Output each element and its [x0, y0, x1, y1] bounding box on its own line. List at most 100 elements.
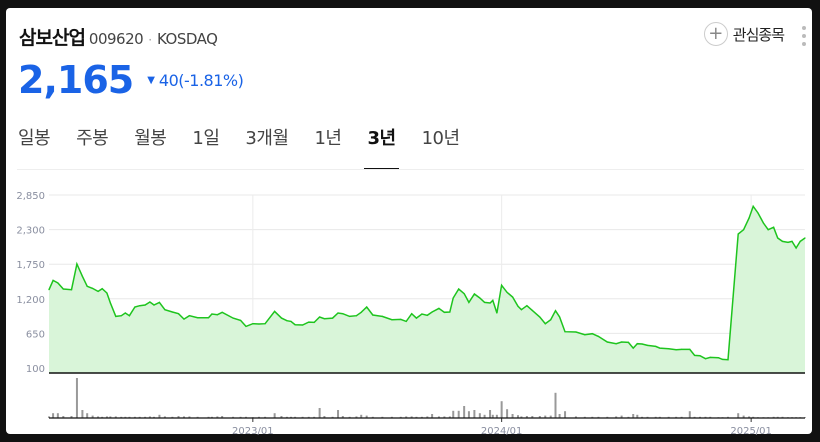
- x-tick-label: 2025/01: [730, 426, 772, 437]
- volume-bar: [457, 410, 460, 418]
- price-point: [777, 237, 779, 239]
- tab-1year[interactable]: 1년: [314, 128, 342, 149]
- volume-bar: [337, 410, 340, 418]
- y-tick-label: 2,300: [16, 226, 45, 237]
- price-point: [381, 315, 383, 317]
- price-point: [158, 301, 161, 303]
- price-point: [689, 348, 691, 350]
- volume-bar: [558, 414, 561, 418]
- tab-1day[interactable]: 1일: [192, 128, 220, 149]
- price-point: [468, 301, 470, 303]
- volume-bar: [467, 411, 470, 418]
- price-point: [655, 345, 657, 347]
- price-area: [49, 206, 805, 373]
- price-point: [636, 343, 638, 345]
- price-point: [757, 212, 759, 214]
- price-point: [787, 241, 789, 243]
- price-point: [245, 325, 247, 327]
- down-arrow-icon: ▼: [147, 74, 155, 86]
- price-point: [188, 315, 191, 317]
- volume-bar: [221, 416, 224, 418]
- price-point: [415, 317, 418, 319]
- price-point: [554, 310, 557, 312]
- volume-bar: [564, 411, 567, 418]
- price-point: [762, 222, 765, 224]
- volume-bar: [473, 410, 476, 418]
- price-point: [675, 349, 677, 351]
- add-watchlist-button[interactable]: + 관심종목: [703, 22, 785, 46]
- tab-10year[interactable]: 10년: [421, 128, 460, 149]
- price-point: [449, 311, 451, 313]
- price-point: [171, 311, 173, 313]
- volume-bar: [452, 410, 455, 418]
- price-point: [153, 304, 155, 306]
- price-point: [501, 284, 503, 286]
- price-point: [405, 320, 407, 322]
- price-point: [781, 240, 784, 242]
- price-point: [183, 318, 185, 320]
- price-point: [86, 285, 88, 287]
- volume-bar: [177, 416, 180, 418]
- price-point: [120, 315, 122, 317]
- price-point: [615, 343, 617, 345]
- volume-bar: [748, 416, 751, 418]
- price-point: [452, 297, 454, 299]
- volume-bar: [688, 411, 691, 418]
- price-point: [319, 316, 321, 318]
- price-point: [767, 229, 769, 231]
- price-point: [62, 288, 64, 290]
- volume-bar: [48, 416, 50, 418]
- volume-bar: [511, 414, 514, 418]
- price-point: [606, 341, 608, 343]
- tab-3month[interactable]: 3개월: [245, 128, 289, 149]
- price-point: [421, 313, 423, 315]
- price-point: [342, 313, 344, 315]
- price-point: [149, 301, 151, 303]
- price-point: [804, 237, 806, 239]
- price-point: [473, 293, 475, 295]
- volume-bar: [75, 378, 78, 418]
- volume-bar: [538, 416, 541, 418]
- volume-bar: [463, 406, 466, 418]
- volume-bar: [405, 416, 408, 418]
- price-point: [564, 331, 566, 333]
- volume-bar: [531, 416, 534, 418]
- price-point: [101, 288, 103, 290]
- volume-bar: [636, 414, 639, 418]
- y-tick-label: 2,850: [16, 191, 45, 202]
- price-point: [458, 288, 460, 290]
- price-change: 40(-1.81%): [158, 70, 244, 90]
- volume-bar: [500, 401, 503, 418]
- volume-bar: [280, 416, 283, 418]
- price-point: [337, 312, 339, 314]
- volume-bar: [188, 416, 191, 418]
- volume-bar: [525, 416, 528, 418]
- price-point: [721, 358, 724, 360]
- volume-bar: [517, 415, 520, 418]
- price-point: [286, 320, 288, 322]
- price-point: [355, 315, 358, 317]
- more-menu-icon[interactable]: [802, 26, 806, 46]
- volume-bar: [431, 414, 434, 418]
- price-point: [659, 347, 661, 349]
- price-point: [106, 292, 108, 294]
- price-point: [216, 314, 218, 316]
- price-point: [704, 358, 707, 360]
- price-point: [632, 347, 634, 349]
- price-point: [290, 320, 292, 322]
- price-point: [484, 301, 486, 303]
- price-point: [531, 309, 533, 311]
- price-point: [641, 343, 643, 345]
- price-point: [492, 299, 494, 301]
- volume-bar: [742, 415, 745, 418]
- price-point: [323, 318, 326, 320]
- price-point: [584, 334, 586, 336]
- tab-weekly[interactable]: 주봉: [76, 128, 109, 149]
- volume-bar: [216, 416, 219, 418]
- volume-bar: [615, 416, 618, 418]
- volume-bar: [737, 413, 740, 418]
- tab-daily[interactable]: 일봉: [18, 128, 51, 149]
- tab-monthly[interactable]: 월봉: [134, 128, 167, 149]
- price-point: [76, 263, 78, 265]
